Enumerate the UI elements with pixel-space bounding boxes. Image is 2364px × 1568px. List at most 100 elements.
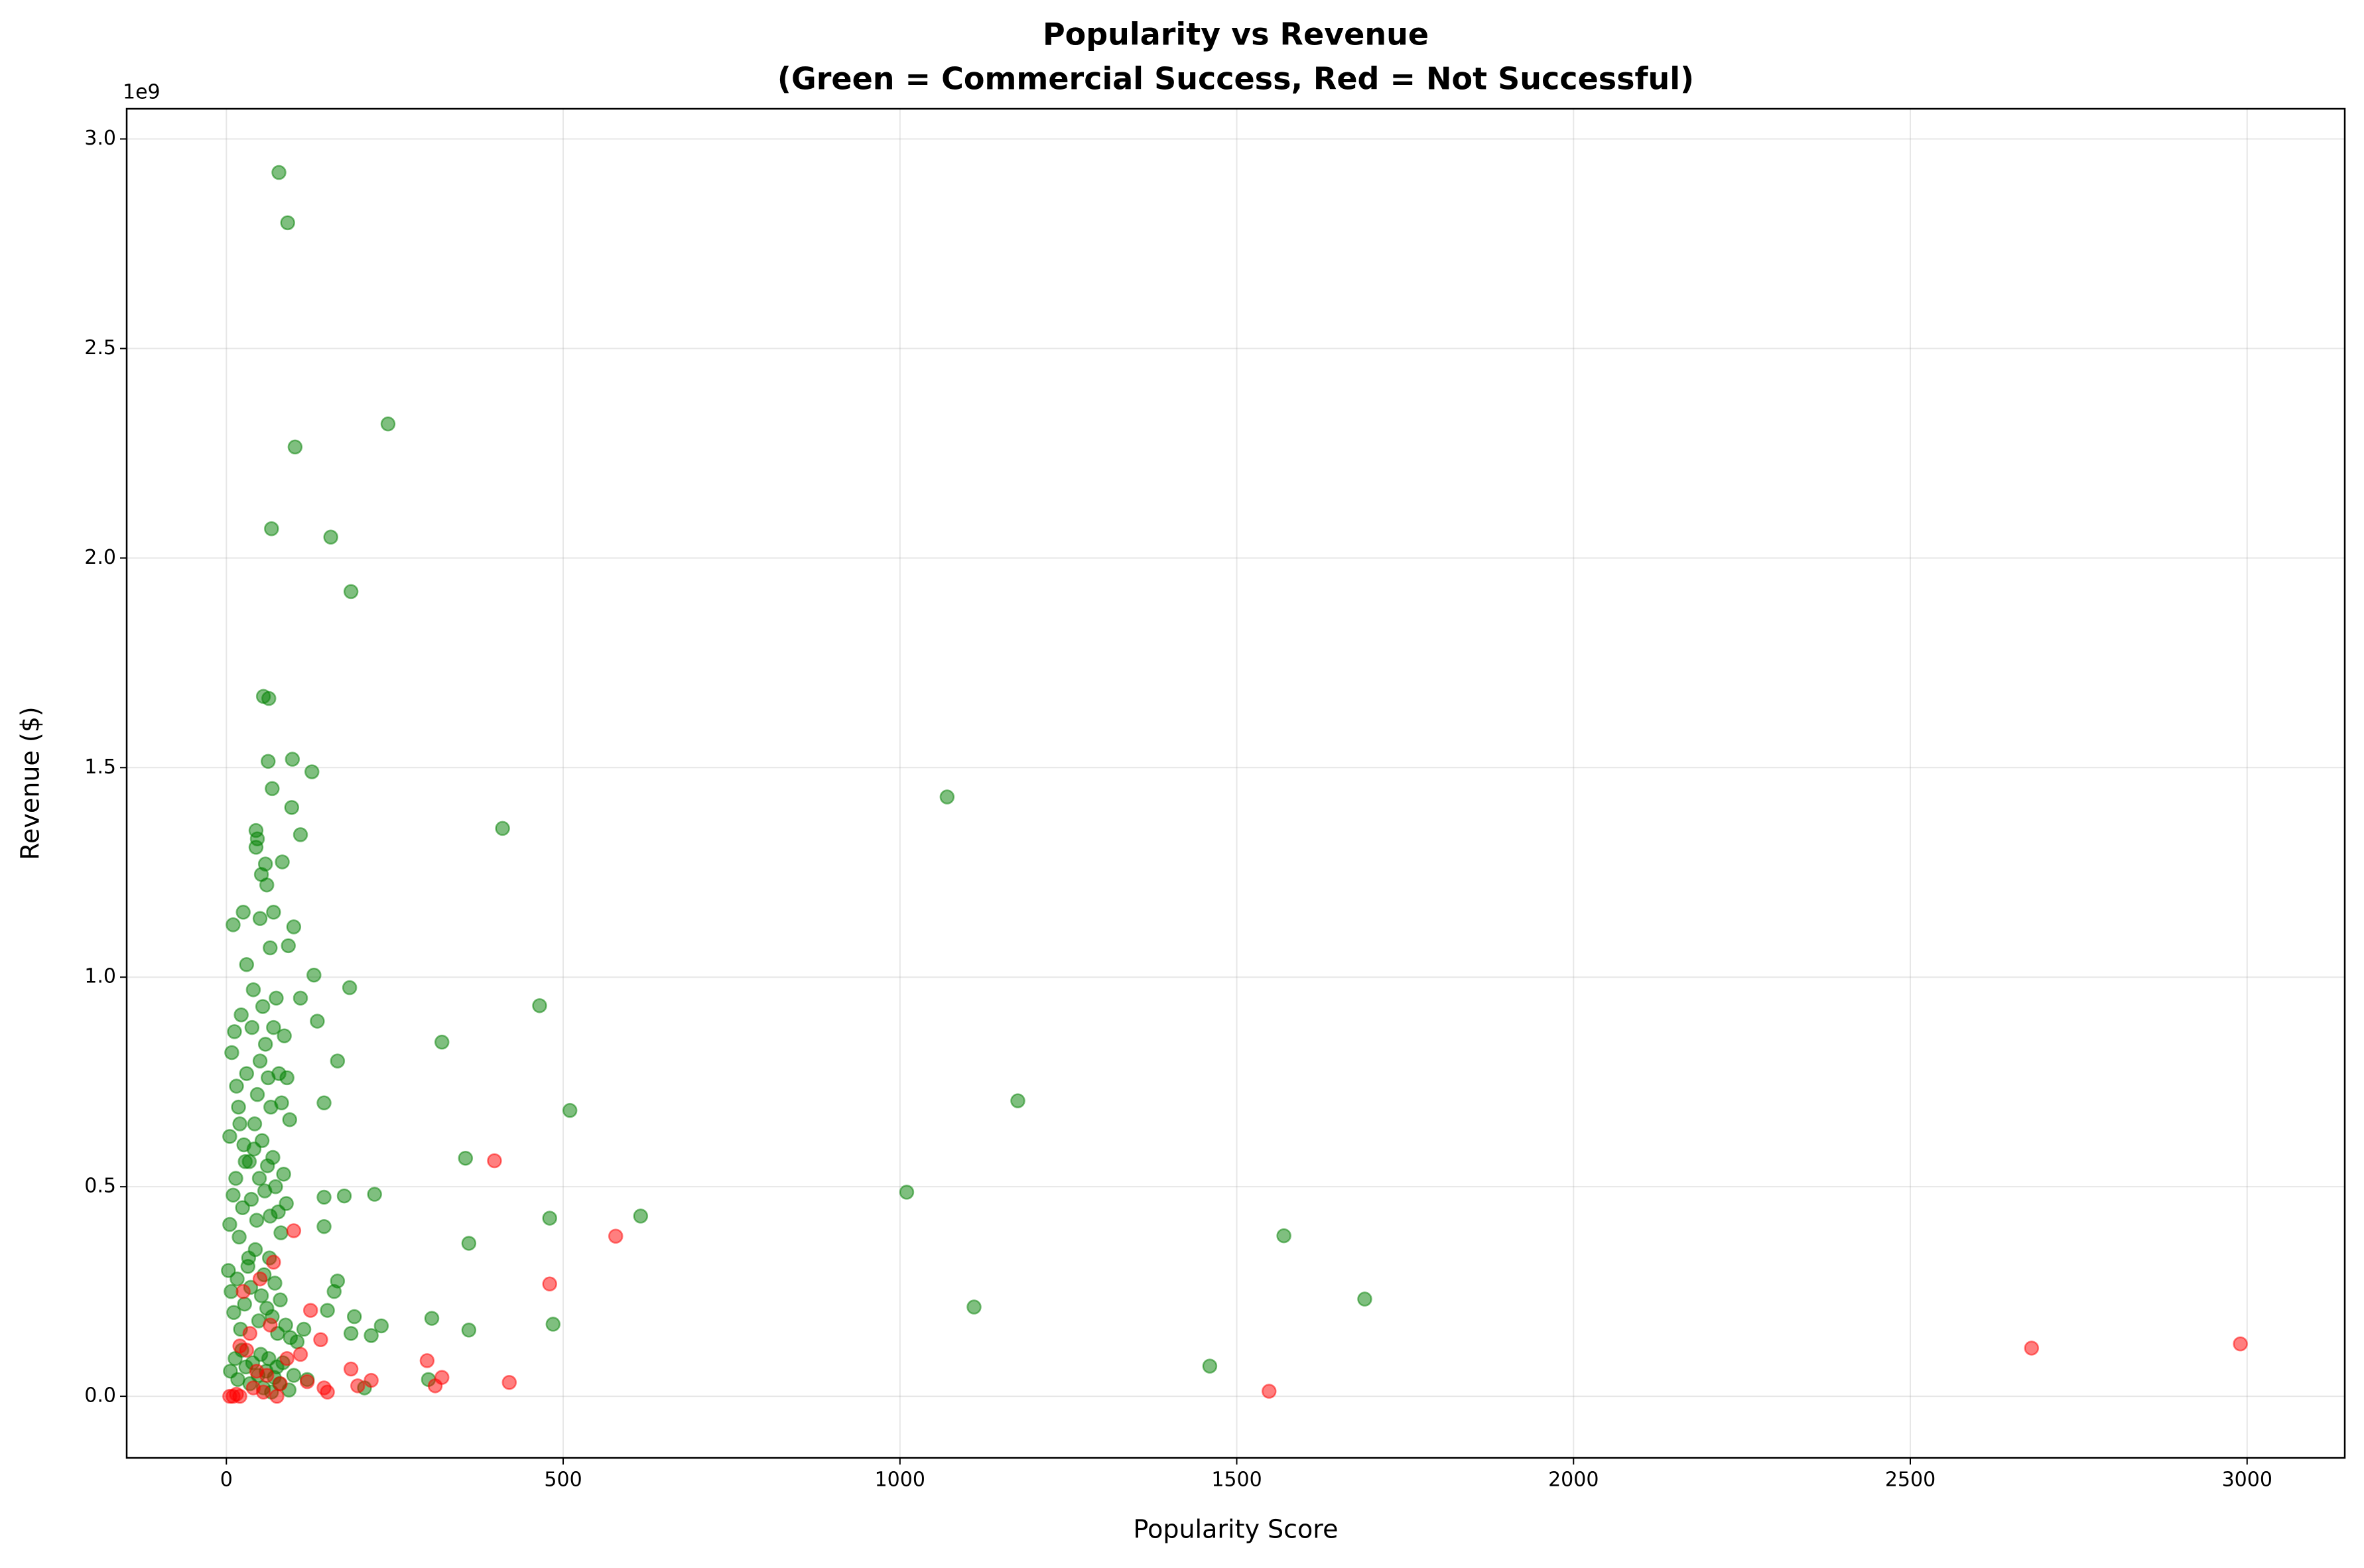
point [323, 529, 338, 545]
point [343, 1326, 359, 1341]
point [899, 1185, 915, 1200]
point [532, 998, 547, 1013]
point [253, 1288, 269, 1303]
point [608, 1228, 624, 1244]
point [286, 1223, 302, 1238]
point [424, 1311, 440, 1326]
point [279, 1196, 294, 1211]
point [239, 1342, 255, 1358]
point [232, 1116, 247, 1132]
point [280, 215, 295, 231]
point [2024, 1340, 2040, 1356]
point [284, 800, 300, 815]
point [224, 1283, 239, 1299]
point [501, 1375, 517, 1390]
point [316, 1218, 332, 1234]
point [434, 1034, 450, 1050]
x-tick-label: 500 [544, 1469, 582, 1492]
point [343, 1361, 359, 1377]
point [240, 1258, 256, 1274]
plot-frame [125, 107, 2346, 1459]
point [343, 584, 359, 600]
point [1010, 1093, 1025, 1108]
point [461, 1236, 477, 1251]
point [271, 164, 287, 180]
point [266, 1019, 281, 1035]
point [239, 1066, 255, 1081]
point [269, 1388, 285, 1404]
point [230, 1372, 245, 1388]
point [1357, 1291, 1372, 1307]
point [276, 1166, 291, 1182]
point [287, 439, 303, 455]
point [228, 1171, 243, 1186]
x-axis-label: Popularity Score [1134, 1515, 1339, 1544]
point [274, 1095, 289, 1111]
point [326, 1283, 342, 1299]
point [249, 1363, 265, 1379]
point [279, 1350, 295, 1366]
point [244, 1019, 260, 1035]
point [342, 980, 358, 996]
point [252, 1053, 268, 1069]
point [249, 1212, 265, 1228]
point [261, 690, 277, 706]
point [1202, 1358, 1218, 1374]
y-tick-label: 1.0 [84, 965, 116, 988]
x-tick-label: 2500 [1885, 1469, 1936, 1492]
x-tick-label: 0 [220, 1469, 233, 1492]
point [273, 1292, 288, 1308]
point [562, 1102, 578, 1118]
point [279, 1070, 295, 1086]
point [2233, 1336, 2248, 1352]
point [363, 1372, 379, 1388]
y-tick-label: 2.0 [84, 546, 116, 569]
x-tick-label: 2000 [1548, 1469, 1599, 1492]
point [633, 1209, 649, 1224]
point [346, 1309, 362, 1325]
point [247, 1242, 263, 1258]
point [286, 919, 302, 935]
point [273, 1225, 289, 1240]
point [495, 820, 510, 836]
point [1262, 1384, 1277, 1399]
point [233, 1007, 249, 1023]
point [542, 1276, 557, 1292]
point [252, 911, 268, 927]
point [268, 1179, 283, 1195]
point [273, 1376, 288, 1392]
point [458, 1150, 474, 1166]
point [266, 905, 281, 920]
point [226, 1187, 241, 1203]
point [293, 990, 308, 1006]
y-offset-text: 1e9 [123, 81, 161, 104]
point [310, 1013, 325, 1029]
point [278, 1317, 293, 1333]
point [243, 1191, 259, 1207]
point [487, 1153, 502, 1169]
point [229, 1078, 244, 1094]
point [282, 1112, 297, 1128]
point [427, 1378, 443, 1394]
point [330, 1053, 346, 1069]
y-tick-label: 3.0 [84, 127, 116, 150]
point [230, 1271, 245, 1287]
point [226, 917, 241, 933]
point [247, 1116, 263, 1132]
point [267, 1275, 283, 1291]
point [255, 999, 271, 1014]
y-tick-label: 0.5 [84, 1175, 116, 1198]
x-tick-label: 1000 [875, 1469, 925, 1492]
point [419, 1353, 435, 1368]
point [269, 990, 284, 1006]
point [380, 416, 396, 432]
point [266, 1254, 281, 1270]
point [316, 1095, 332, 1111]
point [545, 1317, 561, 1332]
point [293, 1346, 308, 1362]
point [285, 751, 300, 767]
point [231, 1229, 247, 1245]
point [306, 967, 322, 983]
point [265, 1149, 281, 1165]
point [316, 1189, 332, 1205]
